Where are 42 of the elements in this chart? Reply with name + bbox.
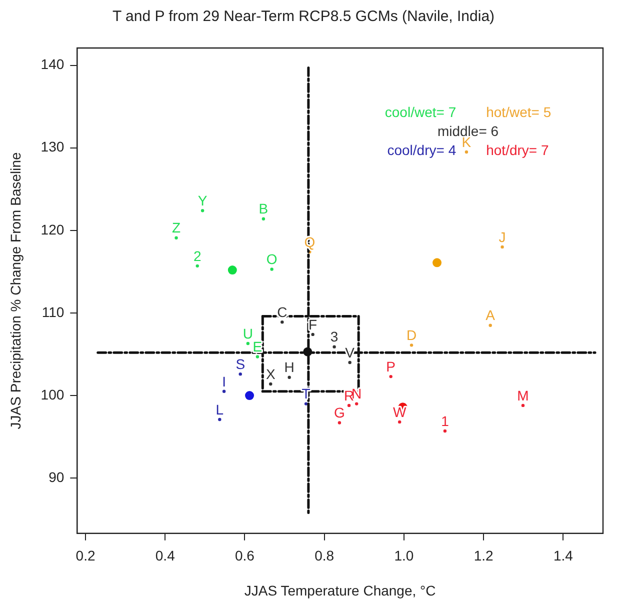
x-tick-label: 1.0 xyxy=(394,548,414,564)
y-tick-label: 140 xyxy=(40,56,64,72)
annotation: H xyxy=(284,359,294,376)
text: hot/dry= 7 xyxy=(486,142,549,158)
x-axis-title: JJAS Temperature Change, °C xyxy=(244,582,436,598)
text: cool/dry= 4 xyxy=(387,142,456,158)
x-tick-label: 1.4 xyxy=(553,548,574,564)
annotation: S xyxy=(236,356,246,372)
annotation: L xyxy=(216,401,224,418)
annotation: X xyxy=(266,366,276,382)
y-axis-title: JJAS Precipitation % Change From Baseline xyxy=(7,152,24,430)
y-tick-label: 130 xyxy=(40,138,64,155)
y-tick-label: 110 xyxy=(42,304,64,320)
annotation: 3 xyxy=(330,328,338,345)
x-tick-label: 0.8 xyxy=(314,548,334,564)
y-tick-label: 90 xyxy=(48,468,64,485)
chart-title: T and P from 29 Near-Term RCP8.5 GCMs (Navile, India) xyxy=(112,8,495,26)
annotation: 1 xyxy=(441,412,450,429)
annotation: J xyxy=(498,228,506,245)
text: cool/wet= 7 xyxy=(384,104,456,120)
annotation: M xyxy=(517,387,529,404)
annotation: F xyxy=(308,316,318,332)
x-tick-label: 0.2 xyxy=(76,548,96,564)
text: hot/wet= 5 xyxy=(486,104,552,120)
y-tick-label: 120 xyxy=(40,221,64,238)
y-tick-label: 100 xyxy=(40,386,64,402)
annotation: W xyxy=(392,404,407,420)
annotation: E xyxy=(252,338,262,355)
annotation: B xyxy=(258,200,268,217)
annotation: Z xyxy=(172,220,181,236)
x-tick-label: 1.2 xyxy=(474,548,494,564)
annotation: D xyxy=(406,327,417,344)
x-tick-label: 0.6 xyxy=(235,548,255,564)
annotation: I xyxy=(222,373,226,390)
annotation: 2 xyxy=(193,248,202,264)
annotation: P xyxy=(386,358,396,374)
annotation: A xyxy=(486,307,496,324)
annotation: Y xyxy=(198,192,208,208)
annotation: O xyxy=(266,251,278,268)
annotation: G xyxy=(334,404,345,421)
annotation: U xyxy=(242,325,253,342)
x-tick-label: 0.4 xyxy=(155,548,176,564)
